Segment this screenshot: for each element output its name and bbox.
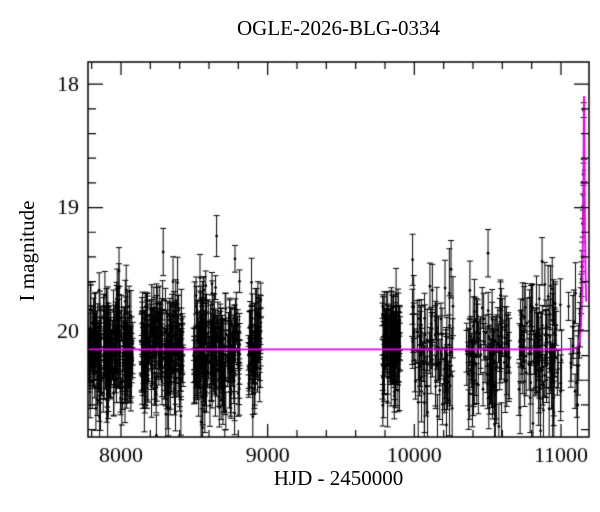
plot-title: OGLE-2026-BLG-0334 (237, 16, 440, 40)
y-axis-label: I magnitude (15, 200, 39, 302)
x-axis-label: HJD - 2450000 (273, 466, 404, 490)
